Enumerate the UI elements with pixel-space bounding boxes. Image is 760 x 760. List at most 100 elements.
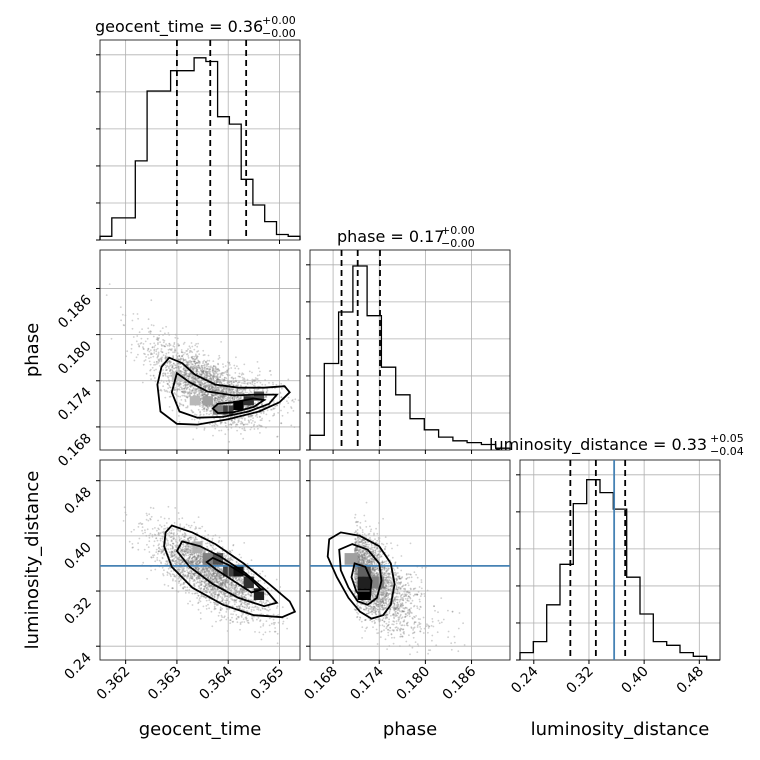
scatter-point-phase-vs-geocent-time bbox=[237, 398, 240, 400]
scatter-point-phase-vs-geocent-time bbox=[168, 381, 171, 383]
scatter-point-phase-vs-geocent-time bbox=[223, 377, 226, 379]
scatter-point-phase-vs-geocent-time bbox=[261, 417, 263, 420]
scatter-point-luminosity-distance-vs-geocent-time bbox=[182, 587, 185, 590]
scatter-point-phase-vs-geocent-time bbox=[203, 376, 206, 379]
scatter-point-phase-vs-geocent-time bbox=[254, 421, 256, 423]
scatter-point-phase-vs-geocent-time bbox=[213, 373, 215, 375]
scatter-point-phase-vs-geocent-time bbox=[259, 416, 261, 418]
scatter-point-phase-vs-geocent-time bbox=[137, 353, 139, 356]
scatter-point-phase-vs-geocent-time bbox=[218, 369, 220, 371]
scatter-point-phase-vs-geocent-time bbox=[148, 350, 151, 353]
scatter-point-luminosity-distance-vs-geocent-time bbox=[156, 539, 159, 542]
scatter-point-phase-vs-geocent-time bbox=[237, 367, 240, 370]
scatter-point-luminosity-distance-vs-geocent-time bbox=[202, 566, 205, 569]
scatter-point-luminosity-distance-vs-geocent-time bbox=[181, 559, 183, 562]
scatter-point-phase-vs-geocent-time bbox=[241, 421, 244, 424]
scatter-point-phase-vs-geocent-time bbox=[177, 383, 180, 386]
scatter-point-phase-vs-geocent-time bbox=[197, 362, 200, 364]
scatter-point-phase-vs-geocent-time bbox=[186, 364, 189, 367]
scatter-point-phase-vs-geocent-time bbox=[167, 383, 169, 385]
scatter-point-phase-vs-geocent-time bbox=[149, 363, 152, 366]
scatter-point-phase-vs-geocent-time bbox=[184, 352, 186, 354]
scatter-point-phase-vs-geocent-time bbox=[236, 390, 238, 392]
scatter-point-phase-vs-geocent-time bbox=[256, 378, 259, 380]
scatter-point-luminosity-distance-vs-geocent-time bbox=[245, 616, 248, 618]
scatter-point-luminosity-distance-vs-geocent-time bbox=[168, 531, 171, 534]
scatter-point-luminosity-distance-vs-geocent-time bbox=[213, 587, 216, 590]
scatter-point-luminosity-distance-vs-geocent-time bbox=[187, 524, 190, 527]
scatter-point-phase-vs-geocent-time bbox=[151, 346, 154, 349]
scatter-point-luminosity-distance-vs-geocent-time bbox=[163, 524, 166, 527]
scatter-point-phase-vs-geocent-time bbox=[207, 387, 210, 390]
scatter-point-phase-vs-geocent-time bbox=[221, 400, 224, 402]
scatter-point-luminosity-distance-vs-geocent-time bbox=[188, 572, 191, 574]
scatter-point-phase-vs-geocent-time bbox=[147, 347, 150, 350]
scatter-point-luminosity-distance-vs-geocent-time bbox=[179, 579, 182, 581]
scatter-point-phase-vs-geocent-time bbox=[202, 354, 205, 357]
scatter-point-phase-vs-geocent-time bbox=[207, 393, 209, 396]
scatter-point-phase-vs-geocent-time bbox=[212, 369, 215, 371]
scatter-point-phase-vs-geocent-time bbox=[268, 370, 271, 372]
scatter-point-phase-vs-geocent-time bbox=[224, 397, 227, 400]
scatter-point-phase-vs-geocent-time bbox=[173, 341, 176, 344]
scatter-point-phase-vs-geocent-time bbox=[149, 332, 152, 334]
scatter-point-phase-vs-geocent-time bbox=[220, 395, 223, 398]
scatter-point-phase-vs-geocent-time bbox=[254, 415, 257, 417]
scatter-point-phase-vs-geocent-time bbox=[209, 384, 212, 386]
scatter-point-phase-vs-geocent-time bbox=[236, 392, 238, 395]
scatter-point-phase-vs-geocent-time bbox=[186, 350, 189, 352]
scatter-point-phase-vs-geocent-time bbox=[145, 356, 148, 358]
scatter-point-phase-vs-geocent-time bbox=[276, 435, 279, 438]
scatter-point-luminosity-distance-vs-geocent-time bbox=[214, 576, 217, 579]
scatter-point-phase-vs-geocent-time bbox=[179, 403, 182, 406]
scatter-point-luminosity-distance-vs-geocent-time bbox=[264, 631, 267, 634]
scatter-point-phase-vs-geocent-time bbox=[228, 387, 231, 389]
scatter-point-luminosity-distance-vs-geocent-time bbox=[235, 560, 238, 563]
scatter-point-luminosity-distance-vs-geocent-time bbox=[190, 538, 192, 541]
scatter-point-phase-vs-geocent-time bbox=[190, 356, 193, 359]
scatter-point-phase-vs-geocent-time bbox=[200, 369, 202, 371]
scatter-point-phase-vs-geocent-time bbox=[184, 391, 187, 394]
scatter-point-phase-vs-geocent-time bbox=[211, 387, 214, 390]
scatter-point-luminosity-distance-vs-geocent-time bbox=[150, 515, 153, 518]
scatter-point-luminosity-distance-vs-geocent-time bbox=[276, 642, 279, 645]
scatter-point-phase-vs-geocent-time bbox=[170, 364, 173, 366]
scatter-point-luminosity-distance-vs-geocent-time bbox=[258, 631, 261, 634]
scatter-point-phase-vs-geocent-time bbox=[188, 373, 191, 376]
scatter-point-luminosity-distance-vs-geocent-time bbox=[232, 544, 235, 546]
scatter-point-phase-vs-geocent-time bbox=[219, 390, 222, 393]
scatter-point-phase-vs-geocent-time bbox=[150, 356, 152, 359]
scatter-point-luminosity-distance-vs-geocent-time bbox=[171, 587, 174, 589]
scatter-point-phase-vs-geocent-time bbox=[150, 330, 152, 333]
scatter-point-phase-vs-geocent-time bbox=[148, 331, 150, 333]
scatter-point-phase-vs-geocent-time bbox=[202, 371, 205, 374]
scatter-point-phase-vs-geocent-time bbox=[144, 359, 147, 361]
scatter-point-luminosity-distance-vs-geocent-time bbox=[160, 516, 162, 518]
scatter-point-luminosity-distance-vs-geocent-time bbox=[178, 563, 181, 566]
scatter-point-phase-vs-geocent-time bbox=[174, 388, 177, 391]
scatter-point-phase-vs-geocent-time bbox=[167, 372, 169, 375]
scatter-point-phase-vs-geocent-time bbox=[204, 391, 207, 393]
scatter-point-phase-vs-geocent-time bbox=[209, 368, 212, 371]
scatter-point-phase-vs-geocent-time bbox=[153, 349, 156, 352]
scatter-point-phase-vs-geocent-time bbox=[204, 405, 207, 407]
scatter-point-phase-vs-geocent-time bbox=[219, 374, 222, 377]
scatter-point-luminosity-distance-vs-geocent-time bbox=[268, 624, 271, 627]
scatter-point-phase-vs-geocent-time bbox=[210, 412, 212, 415]
scatter-point-luminosity-distance-vs-geocent-time bbox=[286, 617, 289, 620]
scatter-point-phase-vs-geocent-time bbox=[238, 397, 241, 400]
scatter-point-phase-vs-geocent-time bbox=[195, 414, 198, 416]
scatter-point-luminosity-distance-vs-geocent-time bbox=[205, 605, 208, 607]
scatter-point-phase-vs-geocent-time bbox=[201, 394, 204, 396]
scatter-point-phase-vs-geocent-time bbox=[179, 383, 182, 386]
scatter-point-phase-vs-geocent-time bbox=[177, 395, 180, 398]
scatter-point-luminosity-distance-vs-geocent-time bbox=[237, 562, 240, 565]
scatter-point-phase-vs-geocent-time bbox=[218, 356, 221, 359]
scatter-point-luminosity-distance-vs-geocent-time bbox=[239, 628, 241, 631]
scatter-point-phase-vs-geocent-time bbox=[230, 367, 233, 369]
scatter-point-phase-vs-geocent-time bbox=[211, 389, 214, 392]
scatter-point-phase-vs-geocent-time bbox=[214, 372, 217, 374]
scatter-point-phase-vs-geocent-time bbox=[209, 389, 212, 392]
scatter-point-phase-vs-geocent-time bbox=[208, 371, 211, 374]
scatter-point-phase-vs-geocent-time bbox=[206, 384, 208, 386]
